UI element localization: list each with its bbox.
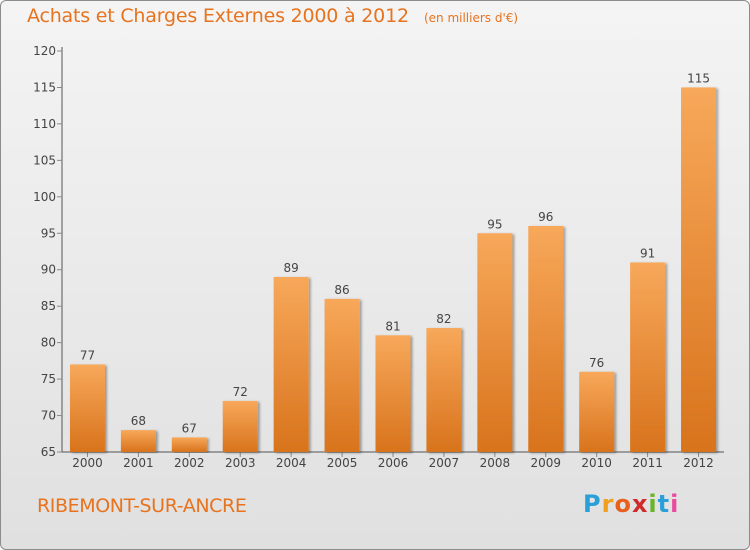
data-label: 81 bbox=[385, 319, 400, 333]
proxiti-logo: Proxiti bbox=[583, 490, 679, 518]
x-tick-label: 2005 bbox=[327, 456, 358, 470]
chart-title: Achats et Charges Externes 2000 à 2012 bbox=[27, 5, 409, 27]
data-label: 67 bbox=[182, 421, 197, 435]
bar bbox=[630, 262, 666, 452]
chart-title-block: Achats et Charges Externes 2000 à 2012 (… bbox=[27, 5, 518, 27]
y-tick-label: 65 bbox=[41, 445, 56, 459]
y-tick-label: 95 bbox=[41, 226, 56, 240]
bar bbox=[69, 364, 105, 452]
data-label: 86 bbox=[334, 283, 349, 297]
bar bbox=[222, 400, 258, 452]
y-tick-label: 110 bbox=[33, 117, 56, 131]
x-tick-label: 2004 bbox=[276, 456, 307, 470]
bar bbox=[477, 233, 513, 452]
x-tick-label: 2011 bbox=[632, 456, 663, 470]
x-tick-label: 2008 bbox=[480, 456, 511, 470]
y-tick-label: 105 bbox=[33, 153, 56, 167]
x-tick-label: 2012 bbox=[683, 456, 714, 470]
data-label: 91 bbox=[640, 246, 655, 260]
y-tick-label: 70 bbox=[41, 409, 56, 423]
logo-letter: o bbox=[614, 490, 632, 518]
x-tick-label: 2009 bbox=[530, 456, 561, 470]
y-tick-label: 115 bbox=[33, 80, 56, 94]
data-label: 96 bbox=[538, 210, 553, 224]
y-tick-label: 100 bbox=[33, 190, 56, 204]
y-tick-label: 85 bbox=[41, 299, 56, 313]
city-name: RIBEMONT-SUR-ANCRE bbox=[37, 495, 247, 517]
y-tick-label: 120 bbox=[33, 44, 56, 58]
data-label: 68 bbox=[131, 414, 146, 428]
logo-letter: r bbox=[601, 490, 615, 518]
bar bbox=[273, 277, 309, 452]
x-tick-label: 2006 bbox=[378, 456, 409, 470]
logo-letter: i bbox=[670, 490, 680, 518]
x-tick-label: 2007 bbox=[429, 456, 460, 470]
data-label: 95 bbox=[487, 217, 502, 231]
logo-letter: P bbox=[583, 490, 602, 518]
bar bbox=[324, 298, 360, 452]
logo-letter: i bbox=[648, 490, 658, 518]
bar bbox=[375, 335, 411, 452]
data-label: 115 bbox=[687, 71, 710, 85]
bar bbox=[426, 328, 462, 452]
chart-subtitle: (en milliers d'€) bbox=[423, 11, 519, 25]
bar bbox=[681, 87, 717, 453]
logo-letter: t bbox=[657, 490, 671, 518]
x-tick-label: 2001 bbox=[123, 456, 154, 470]
x-tick-label: 2000 bbox=[72, 456, 103, 470]
x-tick-label: 2002 bbox=[174, 456, 205, 470]
data-label: 82 bbox=[436, 312, 451, 326]
y-tick-label: 90 bbox=[41, 263, 56, 277]
data-label: 76 bbox=[589, 356, 604, 370]
x-tick-label: 2010 bbox=[581, 456, 612, 470]
bar bbox=[579, 371, 615, 452]
bar bbox=[120, 430, 156, 452]
bar bbox=[528, 225, 564, 452]
bar bbox=[171, 437, 207, 452]
y-tick-label: 75 bbox=[41, 372, 56, 386]
data-label: 77 bbox=[80, 349, 95, 363]
y-tick-label: 80 bbox=[41, 336, 56, 350]
x-tick-label: 2003 bbox=[225, 456, 256, 470]
data-label: 89 bbox=[284, 261, 299, 275]
logo-letter: x bbox=[631, 490, 649, 518]
data-label: 72 bbox=[233, 385, 248, 399]
